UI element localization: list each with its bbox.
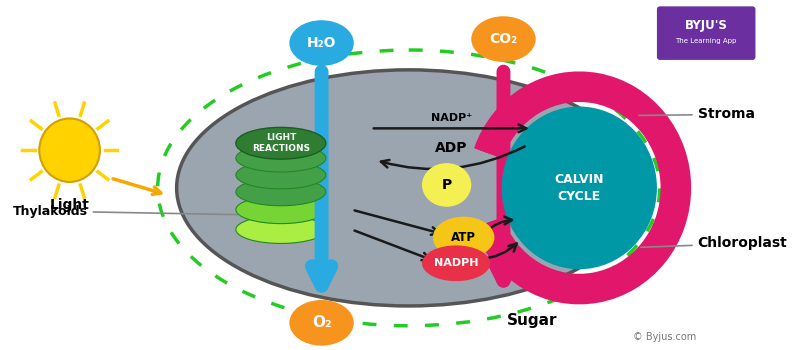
Text: BYJU'S: BYJU'S bbox=[685, 19, 728, 32]
Text: Chloroplast: Chloroplast bbox=[641, 236, 787, 250]
Ellipse shape bbox=[236, 216, 326, 244]
Text: © Byjus.com: © Byjus.com bbox=[633, 332, 696, 342]
Text: The Learning App: The Learning App bbox=[675, 38, 737, 44]
Text: CALVIN
CYCLE: CALVIN CYCLE bbox=[554, 173, 604, 203]
Text: CO₂: CO₂ bbox=[490, 32, 518, 46]
Ellipse shape bbox=[433, 217, 494, 258]
Ellipse shape bbox=[236, 127, 326, 159]
Text: H₂O: H₂O bbox=[307, 36, 336, 50]
Ellipse shape bbox=[290, 20, 354, 66]
Ellipse shape bbox=[236, 161, 326, 189]
Ellipse shape bbox=[236, 144, 326, 172]
Text: Stroma: Stroma bbox=[639, 107, 754, 121]
Ellipse shape bbox=[471, 16, 536, 62]
Ellipse shape bbox=[290, 300, 354, 346]
Text: P: P bbox=[442, 178, 452, 192]
Circle shape bbox=[39, 118, 100, 182]
Ellipse shape bbox=[177, 70, 641, 306]
Ellipse shape bbox=[422, 163, 471, 207]
Text: NADPH: NADPH bbox=[434, 258, 478, 268]
Ellipse shape bbox=[422, 245, 490, 281]
Text: Light: Light bbox=[50, 198, 90, 212]
Text: O₂: O₂ bbox=[312, 315, 331, 330]
FancyBboxPatch shape bbox=[657, 6, 755, 60]
Text: ATP: ATP bbox=[451, 231, 476, 244]
Ellipse shape bbox=[236, 196, 326, 224]
Text: LIGHT
REACTIONS: LIGHT REACTIONS bbox=[252, 133, 310, 153]
Text: Thylakoids: Thylakoids bbox=[13, 205, 238, 218]
Text: ADP: ADP bbox=[435, 141, 468, 155]
Text: Sugar: Sugar bbox=[506, 313, 557, 328]
Ellipse shape bbox=[236, 178, 326, 206]
Circle shape bbox=[502, 106, 657, 269]
Text: NADP⁺: NADP⁺ bbox=[430, 113, 472, 124]
